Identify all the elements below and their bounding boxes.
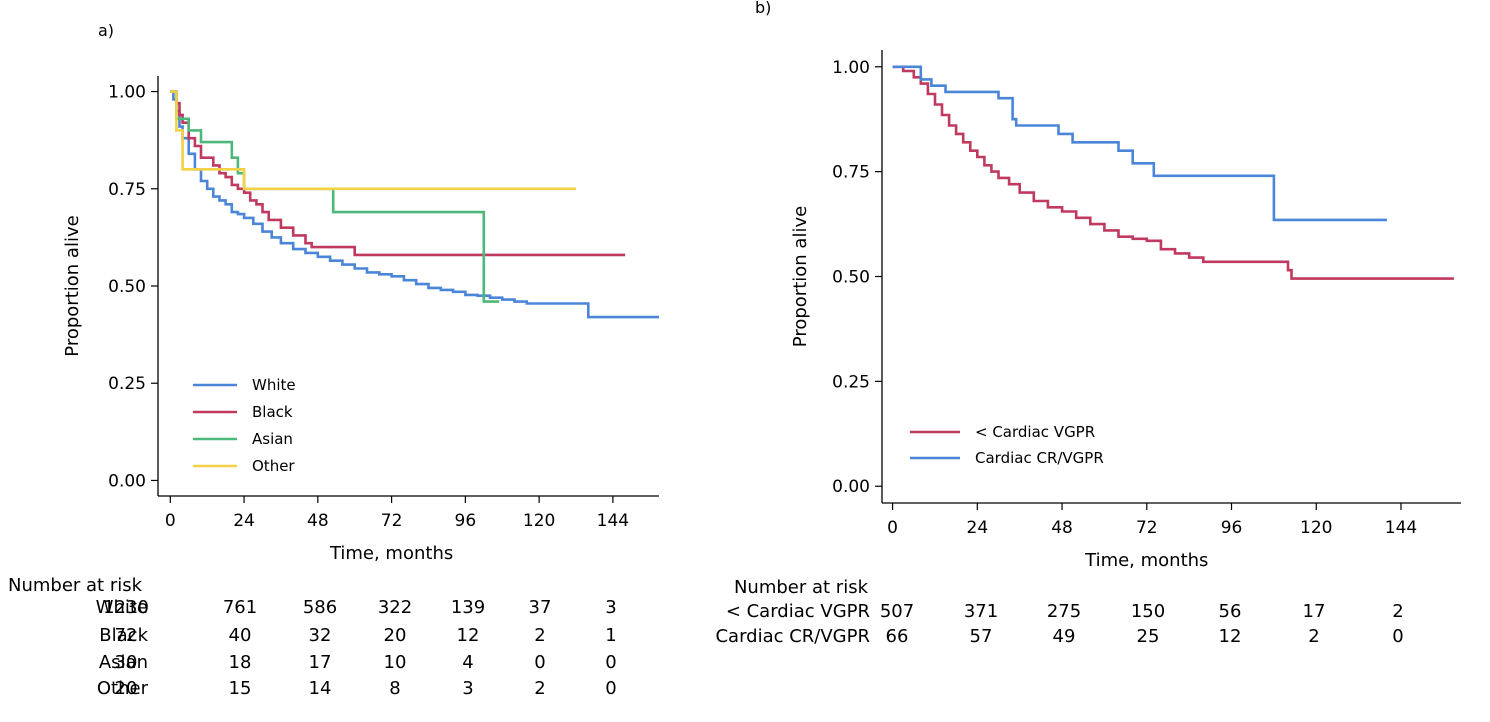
risk-value: 49 (1053, 626, 1076, 647)
risk-value: 3 (605, 597, 616, 618)
risk-value: 12 (1219, 626, 1242, 647)
panel-label: b) (755, 0, 771, 17)
risk-row-label: Black (99, 625, 148, 646)
legend: White Black Asian Other (193, 376, 296, 475)
y-tick-label: 0.00 (832, 477, 870, 497)
x-tick-label: 144 (597, 511, 629, 531)
risk-value: 507 (880, 601, 914, 622)
y-tick-label: 0.00 (108, 471, 146, 491)
risk-row-label: White (96, 597, 148, 618)
series-line-cardiac-cr-vgpr (892, 65, 1387, 222)
series-line-other (170, 90, 576, 191)
risk-value: 8 (389, 678, 400, 699)
panel-a: a) 0.00 0.25 0.50 0.75 1.00 0 24 48 72 96 120 144 Tim… (62, 21, 659, 564)
x-tick-label: 96 (455, 511, 477, 531)
series-line-asian (170, 90, 500, 303)
risk-value: 20 (115, 678, 138, 699)
risk-value: 2 (1308, 626, 1319, 647)
risk-value: 150 (1131, 601, 1165, 622)
risk-value: 57 (970, 626, 993, 647)
y-axis-label: Proportion alive (790, 206, 811, 347)
risk-value: 40 (229, 625, 252, 646)
risk-value: 10 (384, 652, 407, 673)
y-tick-label: 1.00 (108, 83, 146, 103)
x-tick-label: 72 (1136, 518, 1158, 538)
risk-value: 2 (534, 678, 545, 699)
risk-row-label: Cardiac CR/VGPR (715, 626, 870, 647)
legend-entry: Cardiac CR/VGPR (975, 449, 1104, 467)
risk-value: 0 (1392, 626, 1403, 647)
risk-value: 15 (229, 678, 252, 699)
x-axis-label: Time, months (329, 543, 453, 564)
y-tick-label: 0.25 (108, 374, 146, 394)
risk-value: 322 (378, 597, 412, 618)
y-tick-label: 0.50 (832, 268, 870, 288)
risk-table-title: Number at risk (8, 575, 143, 596)
risk-value: 3 (462, 678, 473, 699)
risk-value: 2 (534, 625, 545, 646)
risk-value: 371 (964, 601, 998, 622)
risk-table-b: Number at risk < Cardiac VGPR 507 371 275 150… (715, 577, 1403, 647)
risk-value: 56 (1219, 601, 1242, 622)
y-axis-label: Proportion alive (62, 215, 83, 356)
risk-value: 0 (534, 652, 545, 673)
x-tick-label: 120 (1300, 518, 1332, 538)
risk-row-label: Other (97, 678, 149, 699)
risk-value: 25 (1137, 626, 1160, 647)
y-tick-label: 0.75 (832, 163, 870, 183)
legend-entry: Asian (252, 430, 293, 448)
risk-value: 1 (605, 625, 616, 646)
risk-value: 32 (309, 625, 332, 646)
risk-value: 17 (1303, 601, 1326, 622)
risk-table-title: Number at risk (734, 577, 869, 598)
x-axis-label: Time, months (1084, 550, 1208, 571)
risk-value: 66 (886, 626, 909, 647)
risk-value: 14 (309, 678, 332, 699)
x-tick-label: 0 (887, 518, 898, 538)
x-tick-label: 48 (1051, 518, 1073, 538)
risk-value: 275 (1047, 601, 1081, 622)
risk-value: 586 (303, 597, 337, 618)
risk-value: 30 (115, 652, 138, 673)
legend-entry: < Cardiac VGPR (975, 423, 1095, 441)
risk-value: 0 (605, 652, 616, 673)
x-tick-label: 120 (523, 511, 555, 531)
x-tick-label: 144 (1385, 518, 1417, 538)
risk-value: 72 (115, 625, 138, 646)
x-tick-label: 48 (307, 511, 329, 531)
panel-label: a) (98, 21, 114, 40)
x-tick-label: 96 (1221, 518, 1243, 538)
panel-b: b) 0.00 0.25 0.50 0.75 1.00 0 24 48 72 96 120 144 Tim… (755, 0, 1461, 571)
risk-row-label: Asian (99, 652, 148, 673)
y-tick-label: 0.50 (108, 277, 146, 297)
legend-entry: Black (252, 403, 293, 421)
legend-entry: White (252, 376, 296, 394)
risk-value: 2 (1392, 601, 1403, 622)
legend-entry: Other (252, 457, 295, 475)
x-tick-label: 24 (967, 518, 989, 538)
risk-value: 37 (529, 597, 552, 618)
risk-value: 0 (605, 678, 616, 699)
risk-value: 17 (309, 652, 332, 673)
x-tick-label: 24 (233, 511, 255, 531)
x-tick-label: 0 (165, 511, 176, 531)
risk-value: 12 (457, 625, 480, 646)
series-line-cardiac-vgpr (892, 65, 1454, 280)
legend: < Cardiac VGPR Cardiac CR/VGPR (910, 423, 1104, 467)
risk-value: 18 (229, 652, 252, 673)
risk-row-label: < Cardiac VGPR (726, 601, 870, 622)
y-tick-label: 0.25 (832, 372, 870, 392)
risk-value: 4 (462, 652, 473, 673)
x-tick-label: 72 (381, 511, 403, 531)
series-line-white (170, 90, 659, 319)
risk-value: 761 (223, 597, 257, 618)
risk-value: 139 (451, 597, 485, 618)
risk-value: 1230 (103, 597, 149, 618)
risk-value: 20 (384, 625, 407, 646)
y-tick-label: 1.00 (832, 58, 870, 78)
y-tick-label: 0.75 (108, 180, 146, 200)
